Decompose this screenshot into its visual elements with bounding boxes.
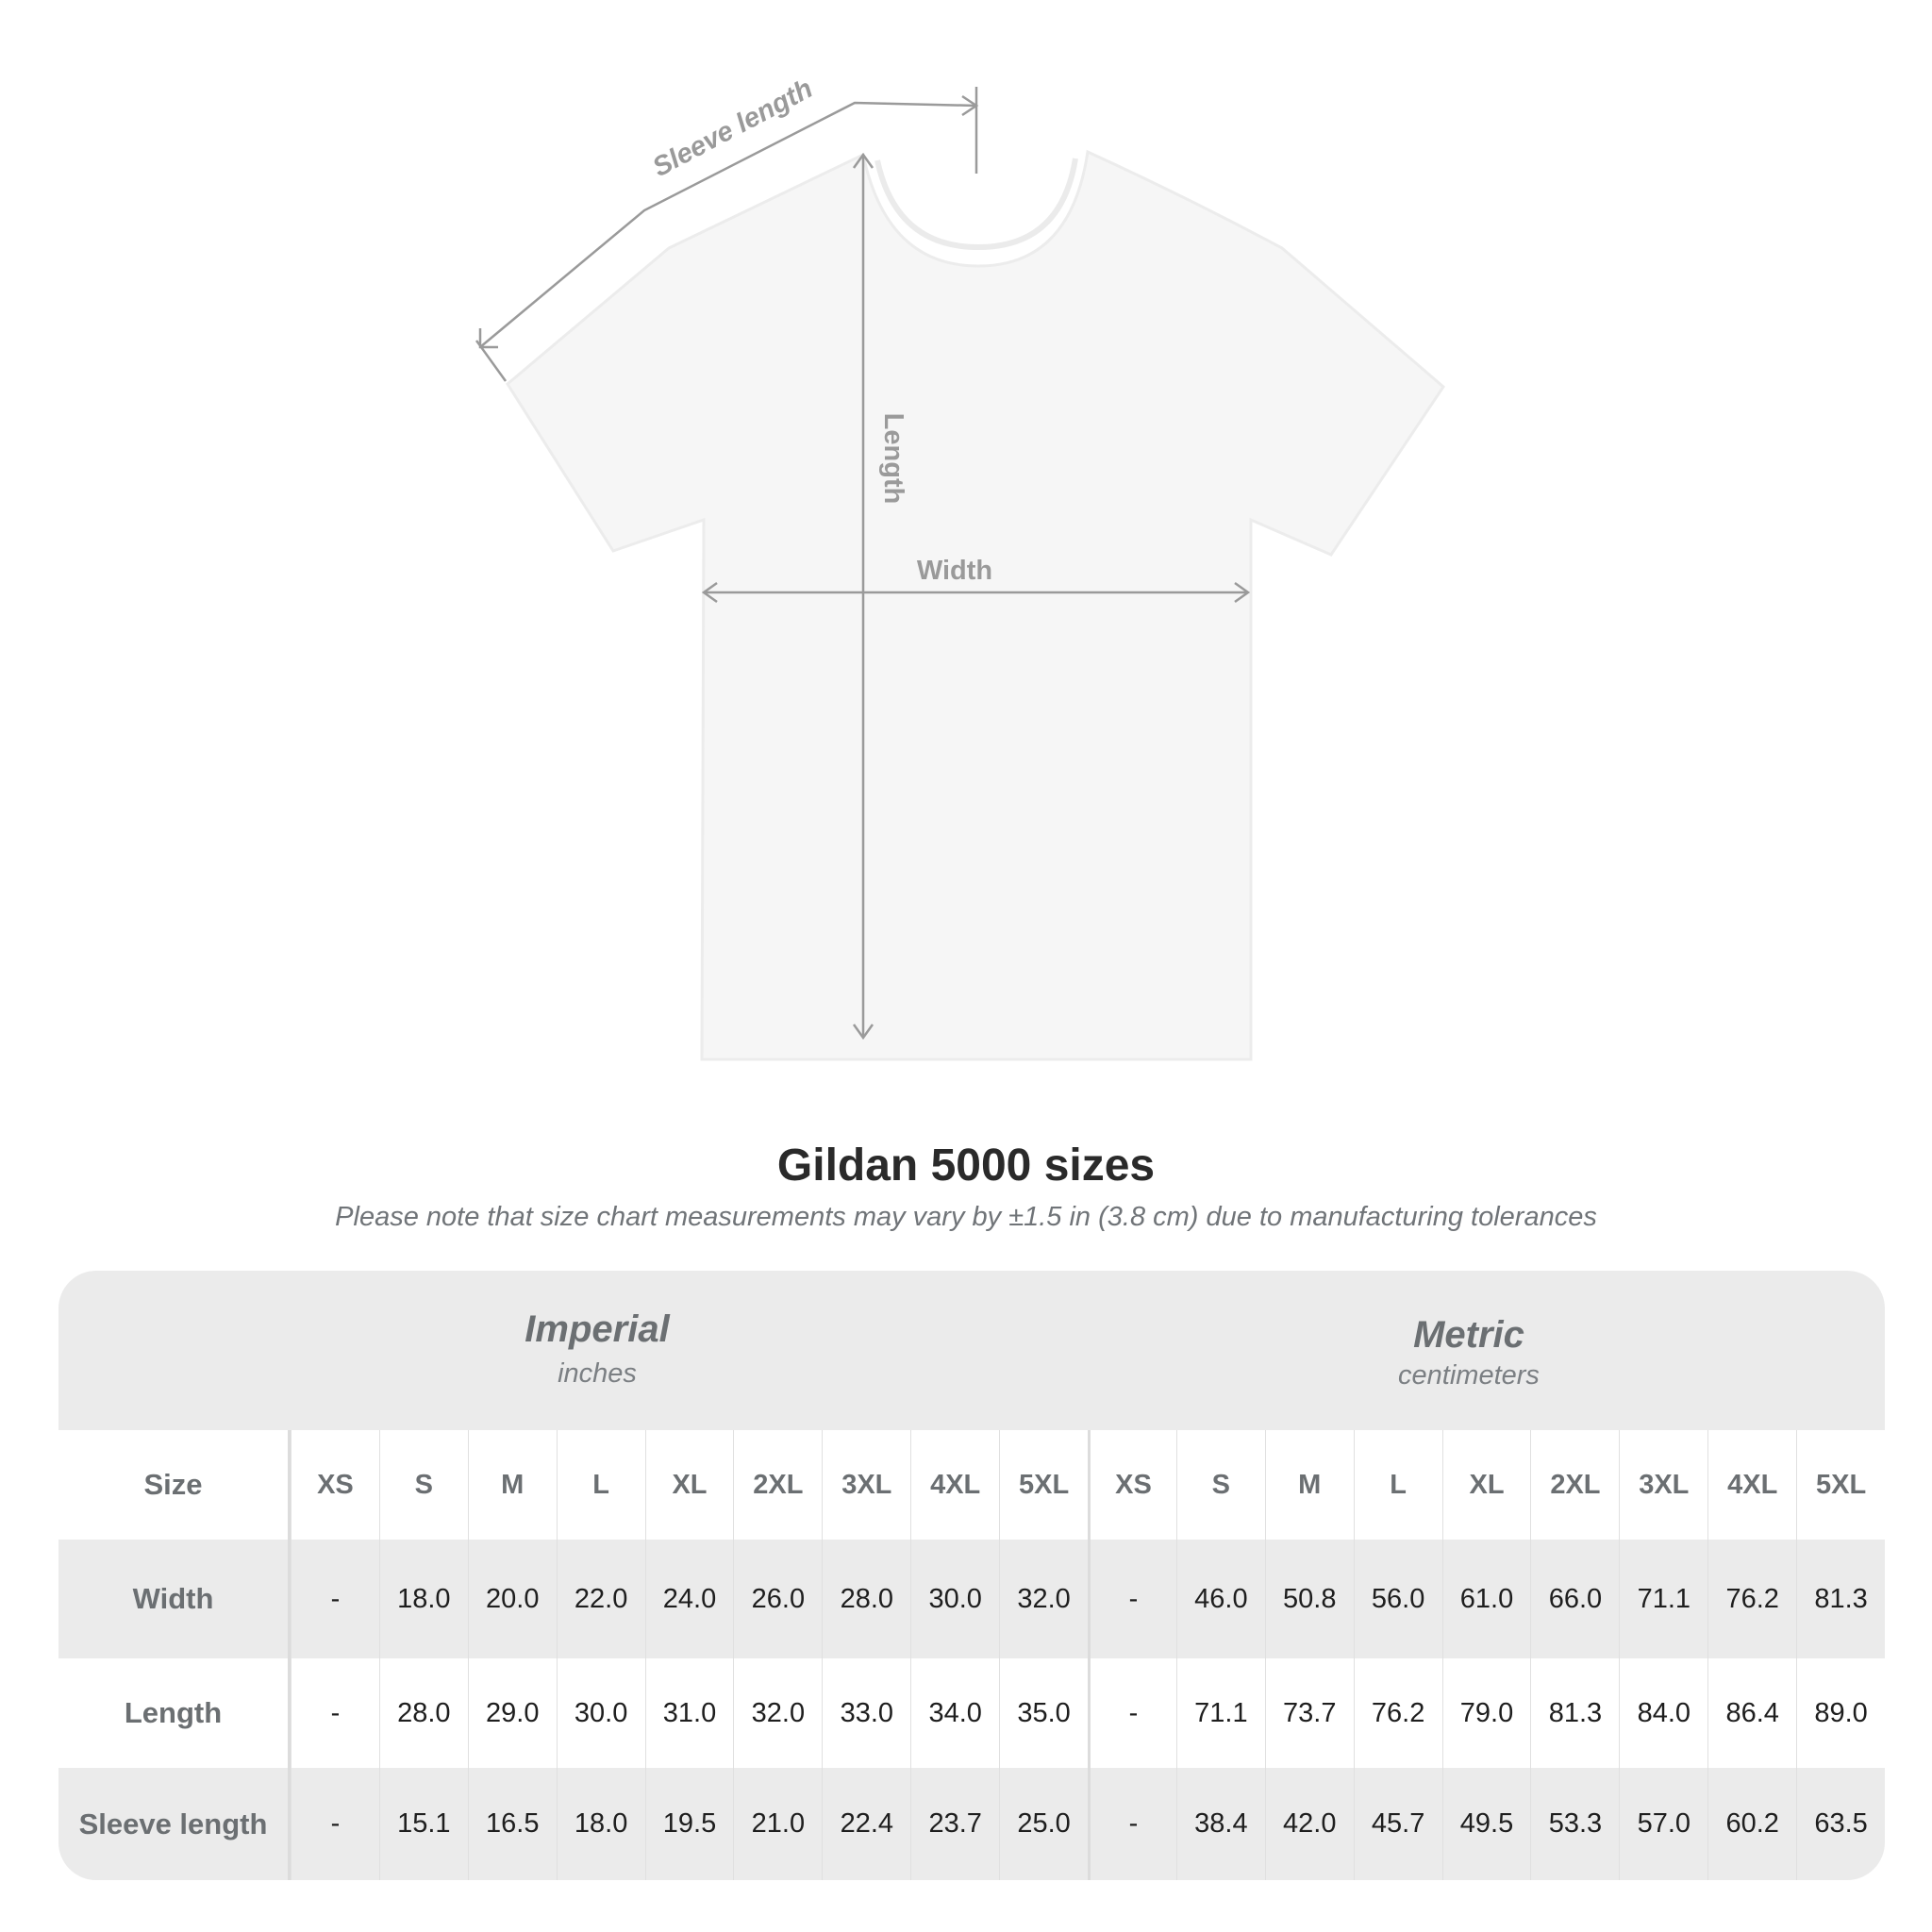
table-cell: 24.0 <box>644 1540 734 1658</box>
table-cell: 73.7 <box>1264 1658 1354 1768</box>
metric-unit: centimeters <box>1398 1360 1540 1391</box>
size-column-header: L <box>556 1430 645 1540</box>
size-column-header: M <box>1264 1430 1354 1540</box>
table-cell: 32.0 <box>733 1658 822 1768</box>
table-cell: 76.2 <box>1707 1540 1796 1658</box>
table-cell: 22.0 <box>556 1540 645 1658</box>
table-cell: 20.0 <box>467 1540 557 1658</box>
table-cell: - <box>291 1768 379 1880</box>
row-label: Sleeve length <box>58 1768 291 1880</box>
table-cell: 32.0 <box>999 1540 1088 1658</box>
page-title: Gildan 5000 sizes <box>776 1141 1156 1191</box>
table-cell: 50.8 <box>1264 1540 1354 1658</box>
size-column-header: L <box>1353 1430 1442 1540</box>
row-label: Size <box>58 1430 291 1540</box>
table-cell: 79.0 <box>1441 1658 1531 1768</box>
size-column-header: S <box>1175 1430 1265 1540</box>
table-cell: 19.5 <box>644 1768 734 1880</box>
size-column-header: 5XL <box>999 1430 1088 1540</box>
size-column-header: S <box>378 1430 468 1540</box>
table-cell: 60.2 <box>1707 1768 1796 1880</box>
tshirt-diagram: Sleeve length Length Width <box>475 74 1445 1061</box>
table-cell: 16.5 <box>467 1768 557 1880</box>
table-cell: 33.0 <box>822 1658 910 1768</box>
table-cell: 35.0 <box>999 1658 1088 1768</box>
table-cell: 38.4 <box>1175 1768 1265 1880</box>
table-cell: 63.5 <box>1796 1768 1885 1880</box>
table-cell: 26.0 <box>733 1540 822 1658</box>
table-cell: 76.2 <box>1353 1658 1442 1768</box>
size-column-header: XL <box>644 1430 734 1540</box>
width-label: Width <box>917 556 992 586</box>
table-cell: 22.4 <box>822 1768 910 1880</box>
table-cell: 86.4 <box>1707 1658 1796 1768</box>
table-cell: 18.0 <box>556 1768 645 1880</box>
table-cell: 49.5 <box>1441 1768 1531 1880</box>
collar <box>874 158 1078 251</box>
sleeve-length-label: Sleeve length <box>648 74 818 183</box>
size-column-header: 2XL <box>1530 1430 1619 1540</box>
size-column-header: 3XL <box>822 1430 910 1540</box>
table-cell: 15.1 <box>378 1768 468 1880</box>
size-column-header: 2XL <box>733 1430 822 1540</box>
table-cell: 61.0 <box>1441 1540 1531 1658</box>
imperial-unit: inches <box>558 1358 637 1389</box>
table-cell: - <box>1088 1768 1176 1880</box>
measurement-arrows <box>475 87 1251 1041</box>
table-cell: 42.0 <box>1264 1768 1354 1880</box>
table-cell: 56.0 <box>1353 1540 1442 1658</box>
size-column-header: XL <box>1441 1430 1531 1540</box>
row-label: Width <box>58 1540 291 1658</box>
table-cell: 30.0 <box>910 1540 999 1658</box>
table-cell: 31.0 <box>644 1658 734 1768</box>
table-cell: 81.3 <box>1530 1658 1619 1768</box>
metric-header: Metric centimeters <box>1139 1314 1799 1391</box>
table-cell: 81.3 <box>1796 1540 1885 1658</box>
table-cell: 21.0 <box>733 1768 822 1880</box>
table-cell: 71.1 <box>1619 1540 1707 1658</box>
table-cell: 18.0 <box>378 1540 468 1658</box>
table-cell: 53.3 <box>1530 1768 1619 1880</box>
imperial-title: Imperial <box>525 1308 670 1350</box>
table-cell: 25.0 <box>999 1768 1088 1880</box>
table-cell: 89.0 <box>1796 1658 1885 1768</box>
table-row: Width -18.0 20.0 22.0 24.0 26.0 28.0 30.0 32.0-4… <box>58 1540 1885 1658</box>
table-cell: - <box>1088 1658 1176 1768</box>
table-cell: 71.1 <box>1175 1658 1265 1768</box>
size-column-header: M <box>467 1430 557 1540</box>
table-cell: 84.0 <box>1619 1658 1707 1768</box>
table-row: Sleeve length -15.1 16.5 18.0 19.5 21.0 22.4 23… <box>58 1768 1885 1880</box>
size-column-header: 5XL <box>1796 1430 1885 1540</box>
size-column-header: XS <box>291 1430 379 1540</box>
size-column-header: 4XL <box>910 1430 999 1540</box>
table-cell: 45.7 <box>1353 1768 1442 1880</box>
table-cell: 57.0 <box>1619 1768 1707 1880</box>
tolerance-note: Please note that size chart measurements… <box>335 1202 1597 1232</box>
length-label: Length <box>878 413 908 505</box>
sleeve-arrow <box>479 101 977 348</box>
table-cell: 30.0 <box>556 1658 645 1768</box>
size-table: Imperial inches Metric centimeters Size X… <box>58 1271 1885 1880</box>
tshirt-image <box>506 149 1445 1061</box>
table-cell: 23.7 <box>910 1768 999 1880</box>
table-cell: - <box>291 1658 379 1768</box>
size-column-header: 4XL <box>1707 1430 1796 1540</box>
table-cell: - <box>1088 1540 1176 1658</box>
size-header-row: Size XS S M L XL 2XL 3XL 4XL 5XL XS S M L XL 2XL 3XL 4XL 5… <box>58 1430 1885 1540</box>
unit-header: Imperial inches Metric centimeters <box>58 1271 1885 1430</box>
table-cell: 28.0 <box>378 1658 468 1768</box>
size-column-header: 3XL <box>1619 1430 1707 1540</box>
table-row: Length -28.0 29.0 30.0 31.0 32.0 33.0 34.0 35.0-… <box>58 1658 1885 1768</box>
table-cell: 34.0 <box>910 1658 999 1768</box>
table-cell: 66.0 <box>1530 1540 1619 1658</box>
size-column-header: XS <box>1088 1430 1176 1540</box>
table-cell: 46.0 <box>1175 1540 1265 1658</box>
table-cell: - <box>291 1540 379 1658</box>
table-cell: 29.0 <box>467 1658 557 1768</box>
imperial-header: Imperial inches <box>267 1308 927 1390</box>
table-cell: 28.0 <box>822 1540 910 1658</box>
row-label: Length <box>58 1658 291 1768</box>
metric-title: Metric <box>1413 1314 1524 1356</box>
